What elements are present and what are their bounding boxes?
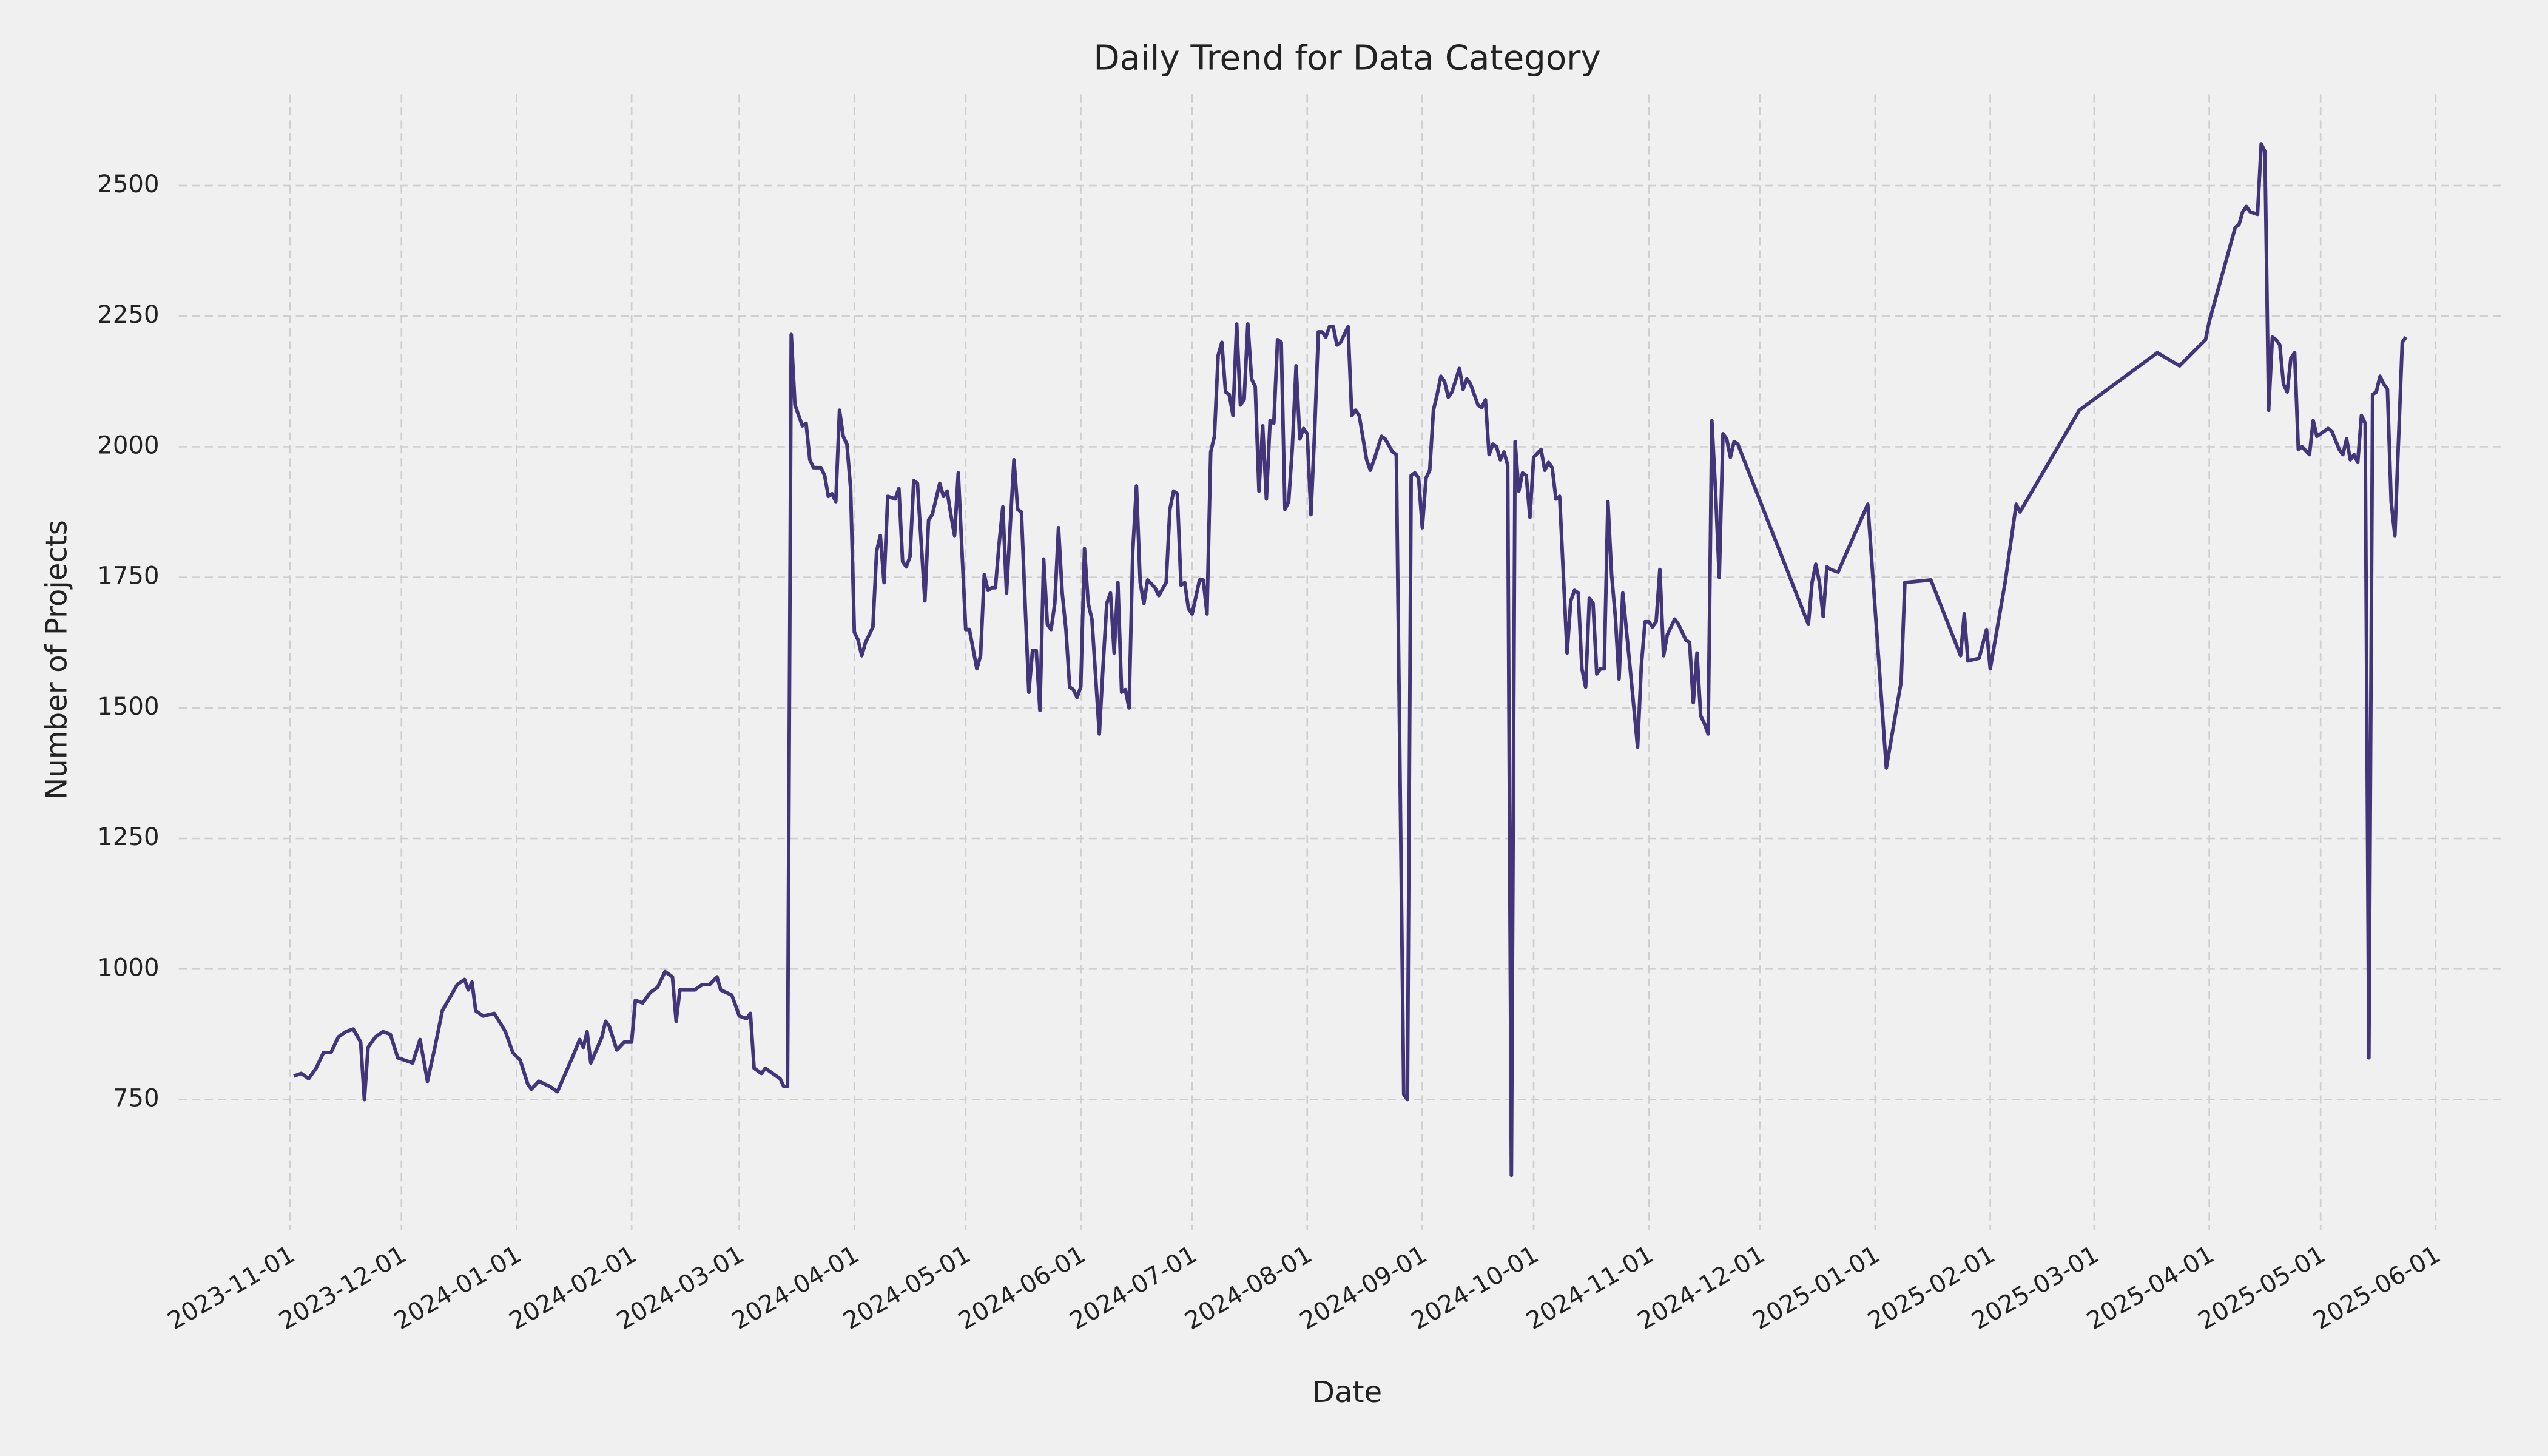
y-tick-label: 1750: [97, 562, 159, 590]
y-tick-label: 1250: [97, 823, 159, 851]
y-tick-label: 2000: [97, 431, 159, 459]
y-tick-label: 2500: [97, 170, 159, 198]
y-axis-label: Number of Projects: [39, 520, 73, 800]
y-tick-label: 2250: [97, 301, 159, 329]
y-tick-label: 1500: [97, 693, 159, 721]
marks: [293, 142, 2408, 1178]
y-tick-label: 750: [113, 1084, 160, 1112]
y-tick-label: 1000: [97, 954, 159, 982]
grid: [178, 94, 2502, 1230]
data-line: [293, 142, 2408, 1178]
x-axis-label: Date: [1312, 1375, 1382, 1409]
chart-title: Daily Trend for Data Category: [1093, 39, 1600, 78]
